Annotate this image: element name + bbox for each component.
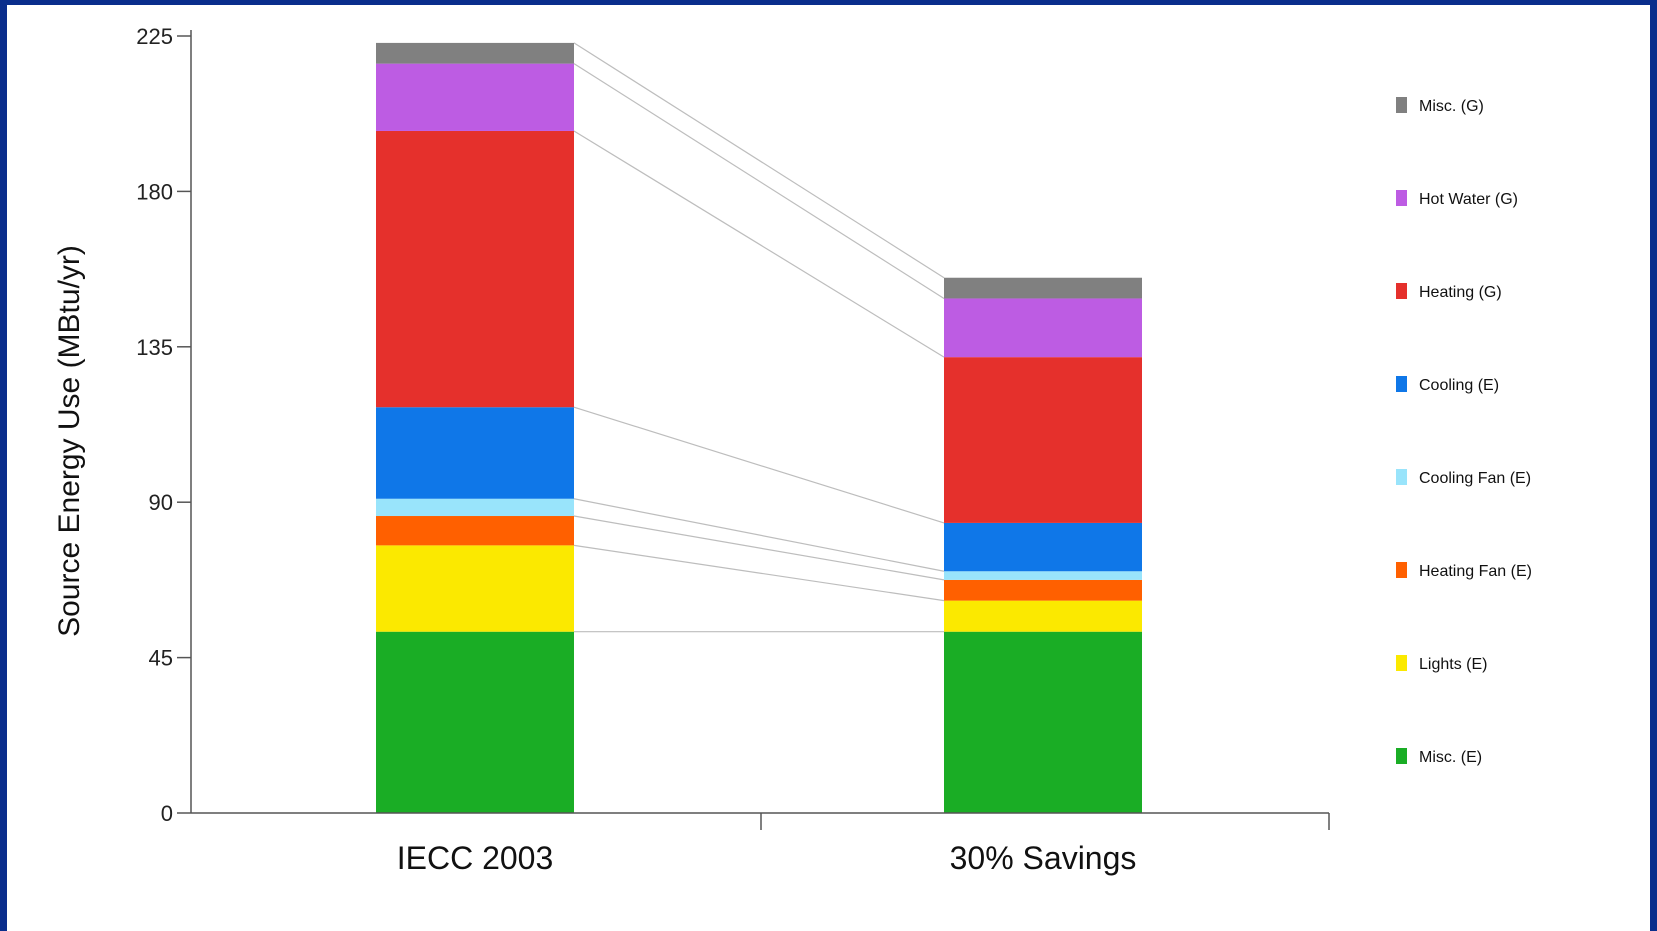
legend-swatch [1396,283,1407,299]
bar-segment-cooling-fan-e-2 [944,571,1142,580]
y-tick-label: 225 [136,24,173,49]
legend-swatch [1396,97,1407,113]
legend-swatch [1396,748,1407,764]
bar-segment-heating-g-2 [944,357,1142,523]
connector-line [573,406,945,524]
bar-segment-hot-water-g-1 [376,63,574,131]
bar-segment-heating-fan-e-1 [376,516,574,546]
bar-segment-cooling-e-1 [376,407,574,499]
bar-segment-lights-e-2 [944,600,1142,632]
legend-swatch [1396,562,1407,578]
bar-segment-lights-e-1 [376,545,574,632]
connector-line [573,544,945,602]
legend-label: Heating (G) [1419,284,1502,301]
bar-segment-heating-g-1 [376,130,574,408]
legend-label: Lights (E) [1419,656,1487,673]
y-tick-label: 135 [136,335,173,360]
legend-swatch [1396,469,1407,485]
y-ticks: 0 45 90 135 180 225 [136,24,191,826]
legend-label: Heating Fan (E) [1419,563,1532,580]
legend-label: Misc. (G) [1419,98,1484,115]
x-tick-label: IECC 2003 [397,840,554,876]
connector-line [573,42,945,279]
x-tick-labels: IECC 2003 30% Savings [397,840,1137,876]
bar-segment-hot-water-g-2 [944,298,1142,358]
bar-segment-heating-fan-e-2 [944,579,1142,601]
x-tick-label: 30% Savings [950,840,1137,876]
legend-label: Misc. (E) [1419,749,1482,766]
legend-label: Cooling Fan (E) [1419,470,1531,487]
bar-segment-cooling-e-2 [944,522,1142,572]
axes [190,30,1330,830]
connector-line [573,498,945,572]
y-tick-label: 45 [149,646,173,671]
bar-segment-misc-e-2 [944,631,1142,813]
bar-segment-cooling-fan-e-1 [376,498,574,517]
legend-swatch [1396,376,1407,392]
bar-stacks [376,42,1142,813]
bar-segment-misc-e-1 [376,631,574,813]
connector-line [573,130,945,358]
legend-label: Hot Water (G) [1419,191,1518,208]
legend-swatch [1396,655,1407,671]
y-axis-label: Source Energy Use (MBtu/yr) [53,245,86,637]
y-tick-label: 0 [161,801,173,826]
connector-line [573,63,945,299]
legend-label: Cooling (E) [1419,377,1499,394]
chart-frame: 0 45 90 135 180 225 IECC 2003 30% Savings Sour… [7,5,1650,931]
bar-segment-misc-g-2 [944,277,1142,299]
legend: Misc. (G) Hot Water (G) Heating (G) Cooling… [1396,97,1532,766]
connector-lines [573,42,945,633]
y-tick-label: 180 [136,179,173,204]
stacked-bar-chart: 0 45 90 135 180 225 IECC 2003 30% Savings Sour… [53,24,1532,876]
y-tick-label: 90 [149,490,173,515]
bar-segment-misc-g-1 [376,42,574,64]
connector-line [573,515,945,581]
legend-swatch [1396,190,1407,206]
